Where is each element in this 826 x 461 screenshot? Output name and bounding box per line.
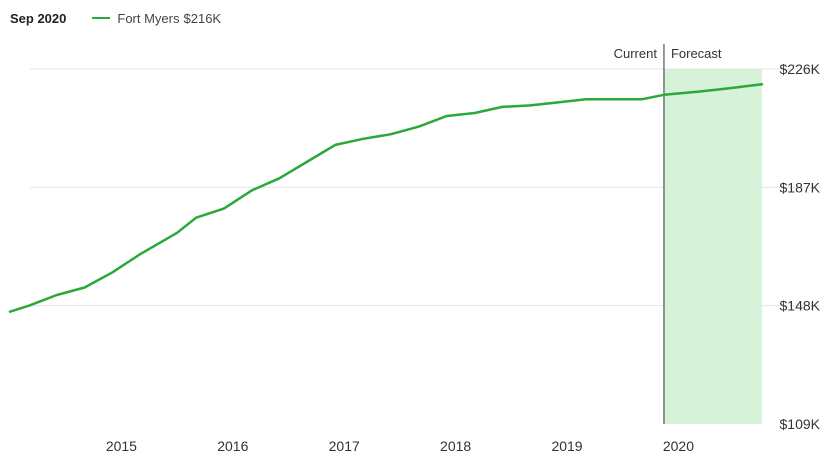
legend-series-name: Fort Myers: [117, 10, 180, 26]
legend-line-swatch: [92, 17, 111, 19]
selected-date: Sep 2020: [10, 10, 67, 26]
legend[interactable]: Fort Myers $216K: [92, 11, 221, 26]
y-axis-tick-labels: $109K $148K $187K $226K: [780, 61, 821, 432]
y-tick-label: $187K: [780, 179, 821, 195]
y-tick-label: $109K: [780, 416, 821, 432]
forecast-band: [663, 69, 762, 424]
x-tick-label: 2018: [440, 438, 471, 454]
chart-header: Sep 2020 Fort Myers $216K: [10, 8, 221, 28]
y-tick-label: $148K: [780, 298, 821, 314]
x-tick-label: 2016: [217, 438, 248, 454]
y-tick-label: $226K: [780, 61, 821, 77]
x-tick-label: 2017: [329, 438, 360, 454]
x-axis-tick-labels: 2015 2016 2017 2018 2019 2020: [106, 438, 694, 454]
legend-series-value: $216K: [183, 10, 222, 26]
current-marker-label: Current: [614, 46, 658, 61]
series-line: [8, 82, 764, 313]
forecast-marker-label: Forecast: [671, 46, 722, 61]
x-tick-label: 2015: [106, 438, 137, 454]
x-tick-label: 2019: [551, 438, 582, 454]
x-tick-label: 2020: [663, 438, 694, 454]
series-layer: [8, 82, 764, 313]
grid-layer: [30, 68, 820, 307]
forecast-band-layer: [663, 69, 762, 424]
